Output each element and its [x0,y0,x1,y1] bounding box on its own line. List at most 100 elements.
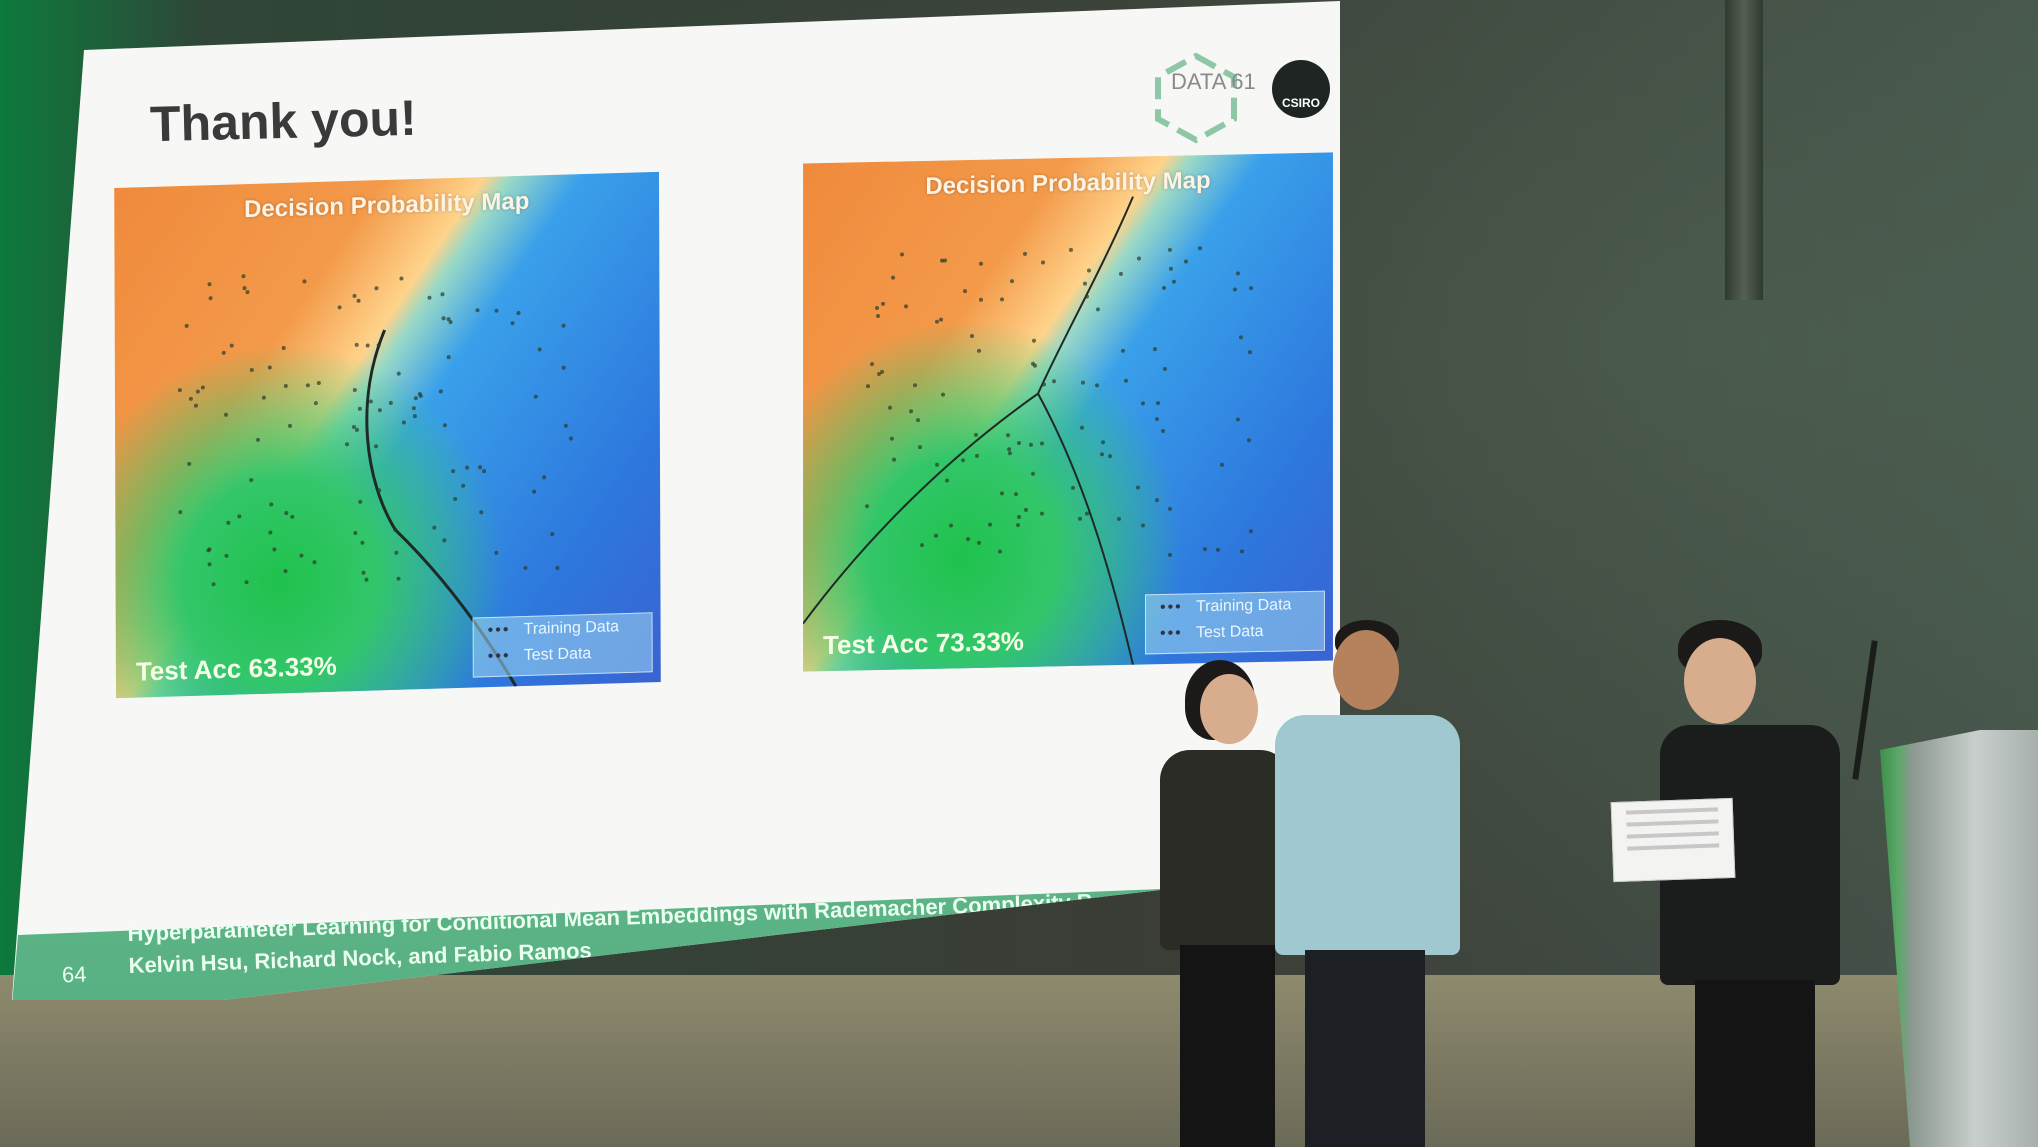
data-point [244,579,249,584]
data-point [357,406,362,412]
black-trousers [1695,980,1815,1147]
decision-probability-map-right: Decision Probability Map Test Acc 73.33%… [803,152,1333,672]
data-point [427,295,432,300]
training-marker-icon: ••• [487,621,511,640]
test-marker-icon: ••• [1159,624,1183,643]
dark-jeans [1305,950,1425,1147]
data-point [358,499,363,504]
data-point [1029,442,1034,447]
data-point [441,315,446,321]
data-point [1016,440,1021,446]
legend-label-training: Training Data [523,618,620,639]
data61-logo-icon [1155,52,1237,144]
data-point [353,530,358,535]
data-point [237,513,242,519]
data-point [1079,425,1084,430]
data-point [361,570,366,575]
data-point [376,488,381,493]
data-point [880,301,885,306]
data-point [516,311,521,316]
data-point [935,319,940,324]
legend-label-test: Test Data [523,645,592,665]
data-point [242,285,247,290]
data-point [475,308,480,313]
data-point [1007,450,1012,455]
slide-page-number: 64 [61,961,87,988]
data-point [1216,547,1221,552]
data61-logo-text: DATA 61 [1171,69,1256,94]
legend-label-training: Training Data [1195,596,1292,616]
person-man-center [1265,620,1465,1147]
data-point [999,490,1004,496]
data-point [1095,307,1100,312]
data-point [974,432,979,437]
data-point [561,323,566,328]
data-point [1167,247,1172,252]
person-awardee [1620,620,1850,1147]
data-point [272,547,277,552]
data-point [1023,251,1028,256]
wall-pipe [1725,0,1763,300]
data-point [920,542,925,547]
face [1684,638,1756,724]
data-point [365,343,370,348]
data-point [344,441,349,446]
person-woman [1155,660,1305,1147]
dark-blazer [1160,750,1290,950]
data-point [948,523,953,528]
data-point [561,365,566,370]
data-point [568,436,573,441]
data-point [1197,245,1202,250]
data-point [207,281,212,286]
data-point [208,296,213,301]
dark-trousers [1180,945,1275,1147]
light-blue-shirt [1275,715,1460,955]
data-point [1116,516,1121,521]
data-point [1031,338,1036,343]
data-point [305,383,310,388]
data-point [189,396,194,401]
projection-screen: Thank you! DATA 61 CSIRO Decision Probab… [10,0,1340,1000]
slide-title: Thank you! [149,89,418,153]
data-point [1016,514,1021,519]
data-point [1013,492,1018,497]
data-point [392,527,397,532]
data-point [394,550,399,555]
data-point [903,304,908,309]
data-point [479,509,484,514]
data-point [1235,417,1240,422]
csiro-logo: CSIRO [1272,60,1330,118]
data-point [1161,285,1166,291]
data-point [1140,401,1145,406]
data-point [177,387,182,392]
test-accuracy-right: Test Acc 73.33% [823,625,1024,661]
data-point [376,343,381,348]
data-point [302,279,307,284]
face [1333,630,1399,710]
data-point [523,566,528,571]
data-point [1167,506,1172,511]
data-point [1100,440,1105,445]
data-point [396,576,401,581]
data-point [1155,401,1160,406]
data-point [1160,428,1165,433]
award-certificate [1610,797,1736,883]
data-point [184,323,189,328]
data-point [1084,294,1089,299]
data-point [494,550,499,555]
data-point [890,275,895,280]
data-point [1235,271,1240,276]
data-point [226,520,231,525]
data-point [1080,380,1085,385]
data-point [1085,511,1090,516]
data-point [875,313,880,318]
data-point [1078,516,1083,521]
data-point [245,289,250,294]
test-accuracy-left: Test Acc 63.33% [135,650,337,687]
data-point [221,350,226,355]
data-point [256,437,261,442]
legend-item-training-right: ••• Training Data [1146,592,1324,622]
data-point [537,347,542,352]
podium [1880,730,2038,1147]
data-point [1023,507,1028,512]
